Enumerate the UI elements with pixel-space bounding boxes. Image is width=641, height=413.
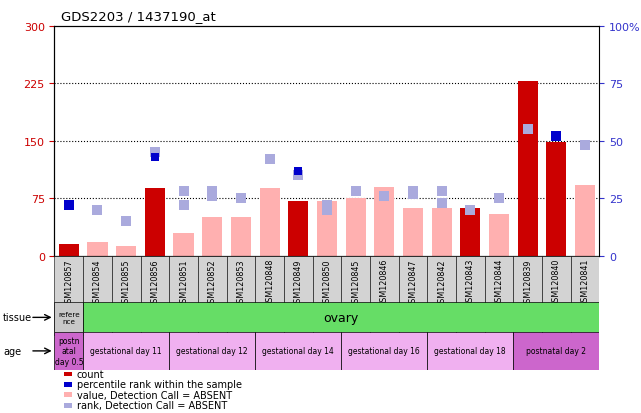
Bar (169, 332, 255, 370)
Bar (169, 256, 198, 337)
Bar (542, 256, 570, 337)
Bar (428, 256, 456, 337)
Bar (513, 332, 599, 370)
Bar (226, 256, 255, 337)
Bar (341, 332, 428, 370)
Bar (546, 143, 567, 256)
Bar (260, 189, 279, 256)
Text: ovary: ovary (324, 311, 359, 324)
Bar (345, 199, 365, 256)
Bar (112, 256, 140, 337)
Bar (313, 256, 341, 337)
Bar (83, 256, 112, 337)
Text: GSM120845: GSM120845 (351, 259, 360, 307)
Text: GSM120844: GSM120844 (494, 259, 503, 307)
Text: GSM120846: GSM120846 (379, 259, 388, 307)
Text: count: count (77, 369, 104, 379)
Bar (428, 332, 513, 370)
Text: GSM120851: GSM120851 (179, 259, 188, 307)
Bar (116, 247, 137, 256)
Text: GSM120854: GSM120854 (93, 259, 102, 307)
Bar (570, 256, 599, 337)
Text: percentile rank within the sample: percentile rank within the sample (77, 380, 242, 389)
Text: gestational day 18: gestational day 18 (435, 347, 506, 356)
Bar (255, 332, 341, 370)
Bar (87, 242, 108, 256)
Bar (198, 256, 226, 337)
Text: GSM120850: GSM120850 (322, 259, 331, 307)
Text: gestational day 11: gestational day 11 (90, 347, 162, 356)
Text: GSM120840: GSM120840 (552, 259, 561, 307)
Bar (374, 188, 394, 256)
Bar (255, 256, 284, 337)
Text: gestational day 14: gestational day 14 (262, 347, 334, 356)
Text: rank, Detection Call = ABSENT: rank, Detection Call = ABSENT (77, 400, 227, 410)
Bar (431, 209, 452, 256)
Text: GSM120857: GSM120857 (64, 259, 73, 307)
Text: tissue: tissue (3, 313, 32, 323)
Bar (317, 201, 337, 256)
Text: postnatal day 2: postnatal day 2 (526, 347, 587, 356)
Bar (54, 303, 83, 332)
Text: value, Detection Call = ABSENT: value, Detection Call = ABSENT (77, 390, 232, 400)
Bar (54, 256, 83, 337)
Bar (59, 244, 79, 256)
Bar (54, 332, 83, 370)
Bar (518, 82, 538, 256)
Text: GSM120855: GSM120855 (122, 259, 131, 307)
Text: gestational day 16: gestational day 16 (349, 347, 420, 356)
Bar (284, 256, 313, 337)
Text: GSM120853: GSM120853 (237, 259, 246, 307)
Text: postn
atal
day 0.5: postn atal day 0.5 (54, 336, 83, 366)
Bar (403, 209, 423, 256)
Text: GSM120852: GSM120852 (208, 259, 217, 307)
Bar (231, 218, 251, 256)
Bar (174, 233, 194, 256)
Text: GSM120847: GSM120847 (408, 259, 417, 307)
Text: age: age (3, 346, 21, 356)
Text: GDS2203 / 1437190_at: GDS2203 / 1437190_at (61, 10, 215, 23)
Bar (399, 256, 428, 337)
Bar (83, 332, 169, 370)
Bar (485, 256, 513, 337)
Bar (288, 201, 308, 256)
Bar (489, 214, 509, 256)
Bar (140, 256, 169, 337)
Bar (341, 256, 370, 337)
Text: GSM120848: GSM120848 (265, 259, 274, 307)
Text: gestational day 12: gestational day 12 (176, 347, 248, 356)
Bar (456, 256, 485, 337)
Bar (202, 218, 222, 256)
Text: GSM120842: GSM120842 (437, 259, 446, 307)
Text: refere
nce: refere nce (58, 311, 79, 324)
Bar (370, 256, 399, 337)
Text: GSM120841: GSM120841 (581, 259, 590, 307)
Bar (145, 189, 165, 256)
Bar (513, 256, 542, 337)
Text: GSM120843: GSM120843 (466, 259, 475, 307)
Text: GSM120839: GSM120839 (523, 259, 532, 307)
Text: GSM120849: GSM120849 (294, 259, 303, 307)
Text: GSM120856: GSM120856 (151, 259, 160, 307)
Bar (575, 186, 595, 256)
Bar (460, 209, 480, 256)
